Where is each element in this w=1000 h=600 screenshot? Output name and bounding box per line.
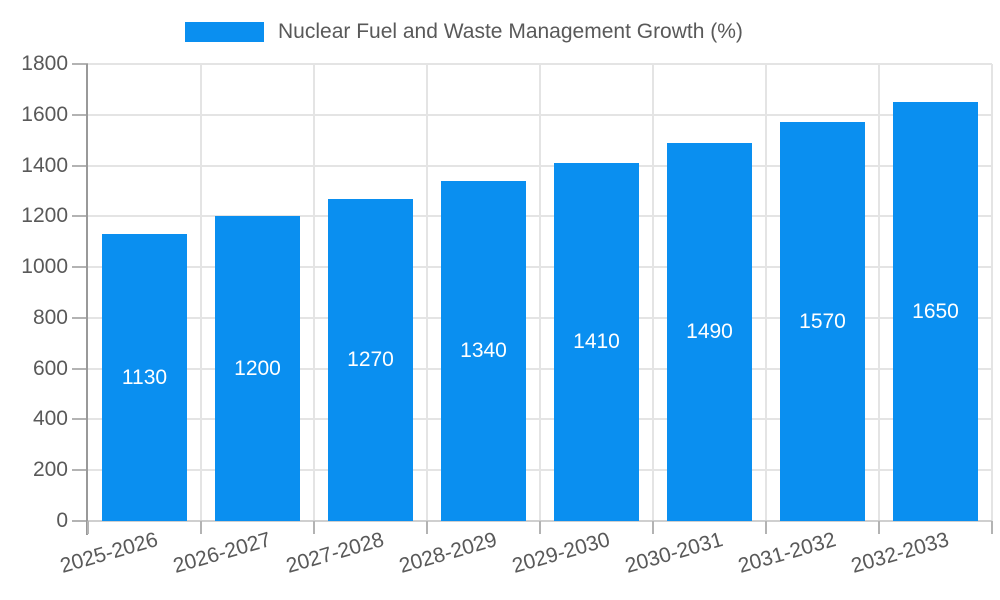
bar-value-label: 1270 <box>347 347 394 371</box>
bar: 1130 <box>102 234 187 521</box>
y-tick-label: 1000 <box>21 255 68 279</box>
bar-value-label: 1200 <box>234 356 281 380</box>
y-tick <box>72 316 88 319</box>
bar-value-label: 1650 <box>912 299 959 323</box>
x-tick-label: 2027-2028 <box>283 528 387 578</box>
y-tick-label: 0 <box>56 509 68 532</box>
v-gridline <box>426 64 428 521</box>
bar: 1650 <box>893 102 978 521</box>
bar-value-label: 1490 <box>686 319 733 343</box>
x-tick-label: 2030-2031 <box>622 528 726 578</box>
y-tick <box>72 469 88 472</box>
x-tick-label: 2031-2032 <box>735 528 839 578</box>
bar-value-label: 1340 <box>460 338 507 362</box>
bar: 1490 <box>667 142 752 521</box>
y-tick-label: 800 <box>32 305 68 329</box>
bar: 1270 <box>328 198 413 521</box>
x-tick <box>991 521 993 534</box>
bar: 1410 <box>554 163 639 521</box>
y-tick <box>72 164 88 167</box>
v-gridline <box>313 64 315 521</box>
v-gridline <box>200 64 202 521</box>
x-tick-label: 2028-2029 <box>396 528 500 578</box>
v-gridline <box>765 64 767 521</box>
x-tick <box>878 521 880 534</box>
y-tick-label: 600 <box>32 356 68 380</box>
y-tick <box>72 113 88 116</box>
y-tick-label: 1800 <box>21 52 68 75</box>
y-tick <box>72 215 88 218</box>
x-tick-label: 2025-2026 <box>57 528 161 578</box>
bar-value-label: 1130 <box>121 365 168 389</box>
bar-value-label: 1410 <box>573 330 620 353</box>
x-tick <box>313 521 315 534</box>
x-tick-label: 2029-2030 <box>509 528 613 578</box>
y-tick <box>72 63 88 65</box>
y-axis-spine <box>86 64 88 535</box>
y-tick-label: 400 <box>32 407 68 431</box>
bar: 1340 <box>441 180 526 521</box>
x-tick <box>87 521 89 534</box>
x-tick-label: 2026-2027 <box>170 528 274 578</box>
x-tick <box>200 521 202 534</box>
v-gridline <box>539 64 541 521</box>
y-tick-label: 1600 <box>21 102 68 126</box>
y-tick <box>72 266 88 269</box>
y-tick <box>72 418 88 421</box>
x-tick <box>426 521 428 534</box>
y-tick <box>72 520 88 522</box>
v-gridline <box>652 64 654 521</box>
x-tick <box>539 521 541 534</box>
y-tick-label: 1400 <box>21 153 68 177</box>
y-tick-label: 200 <box>32 458 68 482</box>
x-tick <box>765 521 767 534</box>
chart-title: Nuclear Fuel and Waste Management Growth… <box>278 20 743 43</box>
y-tick-label: 1200 <box>21 204 68 228</box>
legend-swatch-icon <box>185 22 264 42</box>
bar: 1200 <box>215 216 300 521</box>
x-tick <box>652 521 654 534</box>
v-gridline <box>991 64 993 521</box>
y-tick <box>72 367 88 370</box>
x-tick-label: 2032-2033 <box>848 528 952 578</box>
v-gridline <box>878 64 880 521</box>
bar-value-label: 1570 <box>799 309 846 333</box>
bar: 1570 <box>780 122 865 521</box>
chart-legend: Nuclear Fuel and Waste Management Growth… <box>185 20 743 44</box>
